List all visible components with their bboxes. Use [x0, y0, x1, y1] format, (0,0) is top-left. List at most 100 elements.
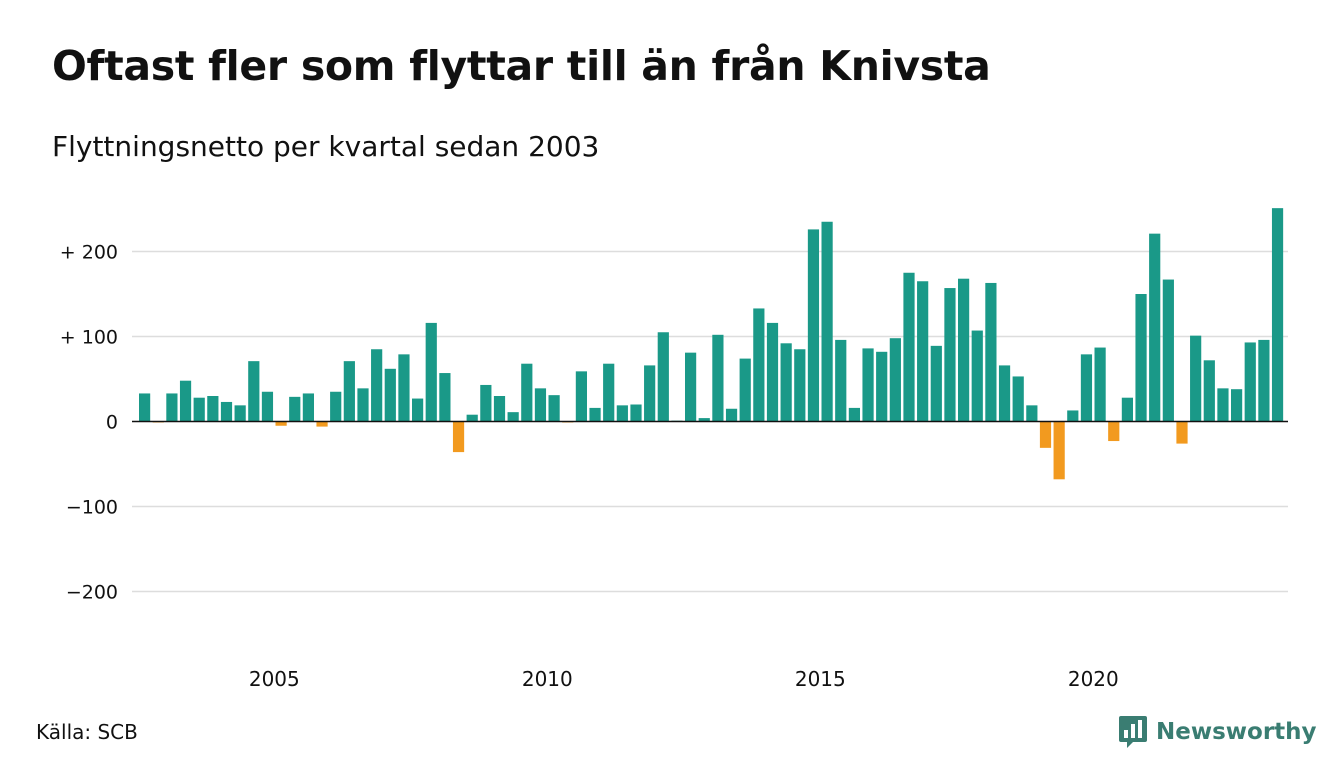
bar	[507, 412, 519, 422]
bar	[930, 345, 942, 422]
bar	[685, 352, 697, 422]
bar	[466, 414, 478, 422]
bar	[603, 363, 615, 422]
bar	[998, 365, 1011, 422]
y-tick-label: + 100	[60, 327, 118, 349]
bar	[248, 361, 260, 422]
bar	[1121, 397, 1133, 422]
bar	[1203, 360, 1215, 422]
bar	[207, 396, 219, 422]
bar	[425, 322, 437, 422]
bar	[1176, 421, 1188, 444]
bar	[1135, 294, 1147, 422]
bar	[807, 229, 820, 422]
bar	[821, 221, 833, 422]
bar	[412, 398, 424, 422]
bar	[1231, 389, 1243, 422]
bar	[371, 349, 383, 422]
bar	[739, 358, 751, 422]
newsworthy-logo: Newsworthy	[1118, 714, 1317, 750]
bar	[971, 330, 983, 422]
bar	[1149, 233, 1161, 422]
bar	[780, 343, 792, 422]
bar	[398, 354, 410, 422]
bar-chart: + 200 + 100 0 −100 −200 2005 2010 2015 2020	[60, 208, 1288, 691]
bar	[698, 418, 710, 422]
bar	[302, 393, 314, 422]
bar	[1271, 208, 1284, 422]
bar	[521, 363, 533, 422]
bar	[439, 373, 451, 422]
bar	[616, 405, 628, 422]
bar	[1039, 421, 1052, 448]
bar	[766, 322, 779, 422]
bar	[534, 388, 547, 422]
bar	[753, 308, 765, 422]
bar	[589, 407, 601, 422]
source-note: Källa: SCB	[36, 720, 138, 744]
bar	[1080, 354, 1093, 422]
bar	[193, 397, 205, 422]
bar	[1258, 339, 1270, 422]
bar	[1012, 376, 1024, 422]
bar	[657, 332, 669, 422]
x-tick-label: 2020	[1068, 667, 1119, 691]
bar	[944, 288, 956, 422]
x-tick-label: 2005	[249, 667, 300, 691]
bar	[794, 349, 806, 422]
bar	[548, 395, 560, 422]
bar	[903, 272, 915, 422]
bar	[289, 396, 301, 422]
bar	[848, 407, 860, 422]
y-tick-label: + 200	[60, 242, 118, 264]
bar	[330, 391, 342, 422]
bar	[220, 401, 233, 422]
y-tick-label: 0	[106, 412, 118, 434]
axes: + 200 + 100 0 −100 −200 2005 2010 2015 2020	[60, 242, 1288, 691]
y-tick-label: −200	[66, 582, 118, 604]
x-tick-label: 2015	[795, 667, 846, 691]
bar	[725, 408, 738, 422]
bar	[275, 421, 287, 426]
bar	[575, 371, 587, 422]
chart-subtitle: Flyttningsnetto per kvartal sedan 2003	[52, 130, 600, 163]
bar	[889, 338, 901, 422]
bar	[644, 365, 656, 422]
bar	[958, 278, 970, 422]
bar	[343, 361, 355, 422]
bar	[452, 421, 465, 453]
bar	[179, 380, 192, 422]
bar	[985, 282, 997, 422]
bar	[1053, 421, 1065, 480]
bar	[493, 396, 506, 422]
bar	[876, 351, 888, 422]
chart-title: Oftast fler som flyttar till än från Kni…	[52, 42, 991, 90]
brand-name: Newsworthy	[1156, 719, 1317, 745]
bar	[234, 405, 246, 422]
bar	[166, 393, 178, 422]
x-tick-label: 2010	[522, 667, 573, 691]
grid-lines	[132, 250, 1288, 593]
bar	[384, 368, 396, 422]
bar	[630, 404, 642, 422]
y-tick-label: −100	[66, 497, 118, 519]
bar	[357, 388, 369, 422]
bar	[480, 384, 492, 422]
bar	[712, 334, 724, 422]
bar	[1244, 342, 1256, 422]
bar	[1217, 388, 1229, 422]
bar	[139, 393, 151, 422]
bar-chart-speech-bubble-icon	[1119, 716, 1147, 748]
bar	[1094, 347, 1106, 422]
bar	[1067, 410, 1079, 422]
bars	[139, 208, 1284, 480]
bar	[917, 281, 929, 422]
bar	[862, 348, 874, 422]
bar	[261, 391, 274, 422]
bar	[1190, 335, 1202, 422]
bar	[1108, 421, 1120, 442]
bar	[316, 421, 328, 427]
bar	[1162, 279, 1174, 422]
bar	[1026, 405, 1038, 422]
bar	[835, 339, 847, 422]
